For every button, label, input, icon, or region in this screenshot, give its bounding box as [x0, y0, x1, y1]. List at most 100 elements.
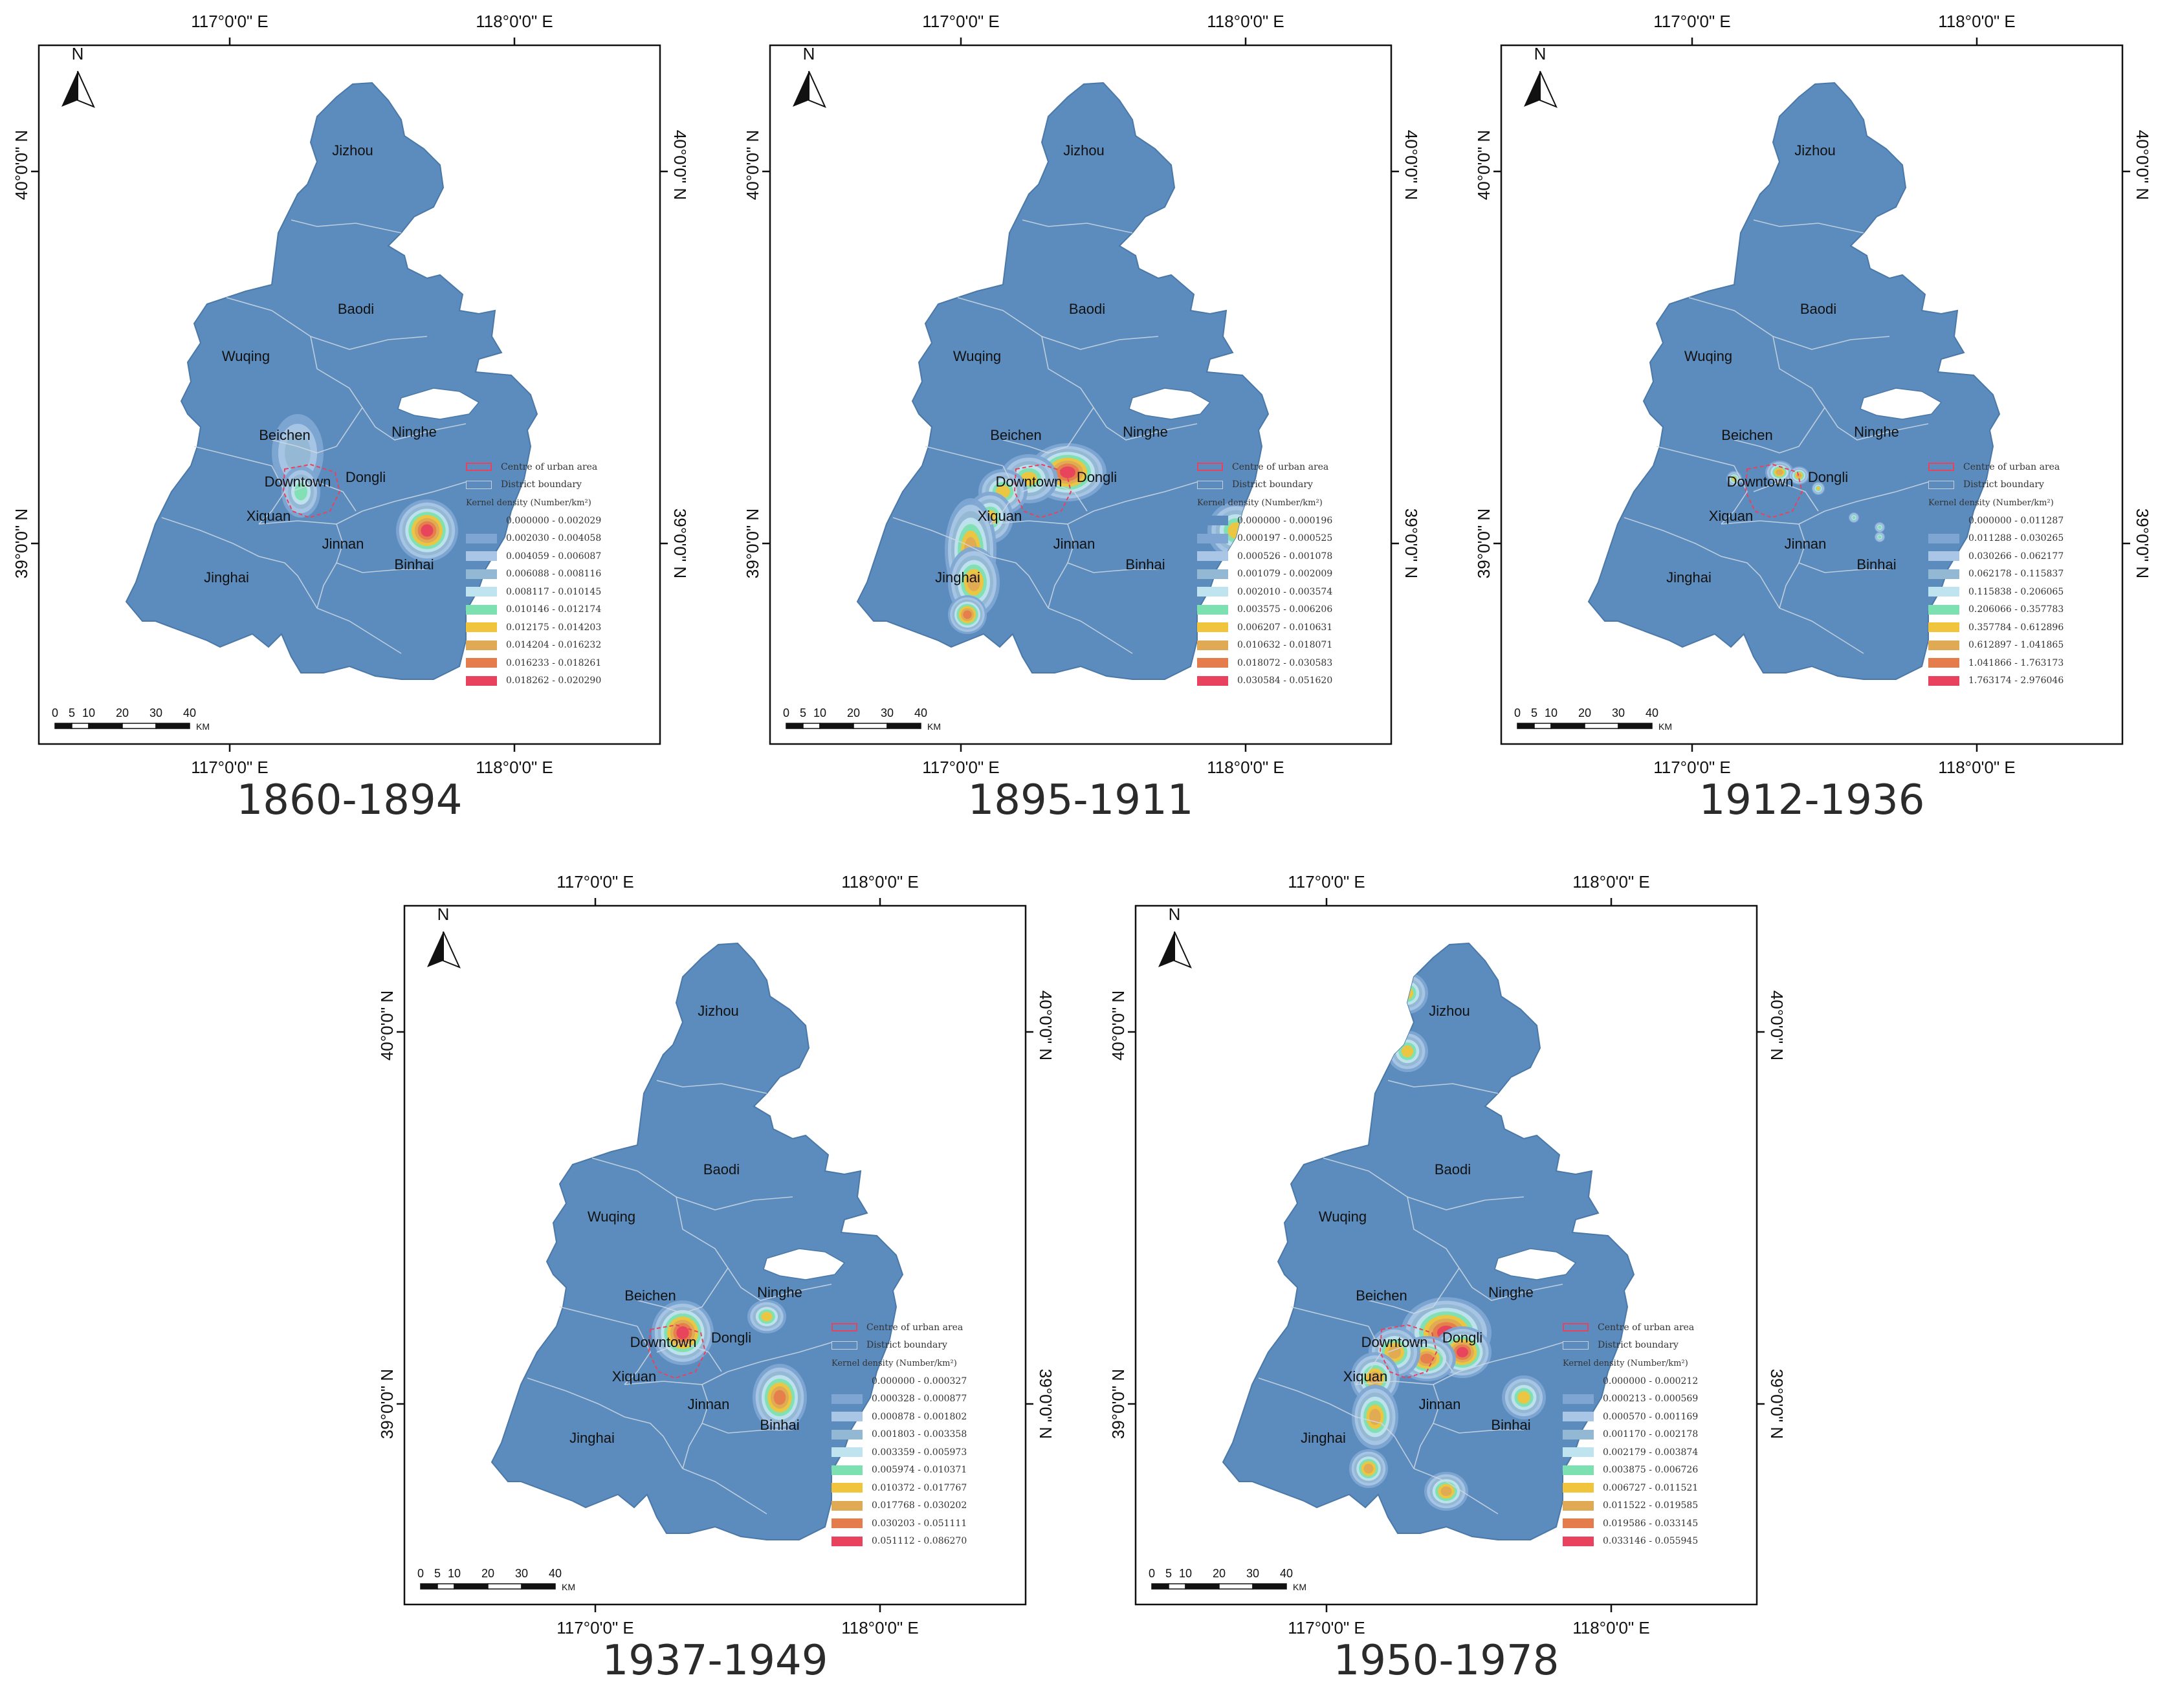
period-label: 1950-1978 — [1333, 1637, 1559, 1685]
legend-label: Centre of urban area — [1232, 461, 1329, 472]
legend-swatch — [1563, 1412, 1594, 1422]
legend-swatch — [1563, 1536, 1594, 1546]
legend-swatch — [1197, 658, 1228, 668]
north-arrow-icon — [61, 71, 95, 108]
latitude-label: 40°0'0" N — [379, 991, 397, 1060]
legend-swatch — [831, 1323, 857, 1332]
legend-label: 0.000526 - 0.001078 — [1237, 551, 1333, 562]
legend-swatch — [831, 1447, 863, 1458]
district-label: Jizhou — [1794, 142, 1836, 159]
legend-swatch — [831, 1376, 863, 1386]
density-hotspot — [421, 524, 434, 537]
legend-swatch — [1928, 569, 1959, 579]
latitude-label: 40°0'0" N — [1475, 130, 1493, 200]
latitude-label: 39°0'0" N — [1110, 1369, 1128, 1439]
legend-swatch — [831, 1483, 863, 1493]
legend-swatch — [831, 1341, 857, 1350]
latitude-label: 39°0'0" N — [744, 509, 762, 578]
legend-label: 0.000000 - 0.002029 — [506, 515, 602, 526]
legend-title: Kernel density (Number/km²) — [1563, 1358, 1688, 1368]
scale-tick-label: 20 — [1213, 1567, 1226, 1580]
longitude-label: 118°0'0" E — [1572, 872, 1650, 892]
density-hotspot — [1398, 984, 1416, 1002]
density-hotspot — [1420, 1353, 1433, 1364]
legend: Centre of urban area District boundary Ker… — [1563, 1319, 1770, 1550]
map-figure: 117°0'0" E 118°0'0" E 117°0'0" E 118°0'0" E… — [1475, 12, 2148, 776]
legend-swatch — [1928, 516, 1959, 526]
legend-label: 0.062178 - 0.115837 — [1968, 569, 2064, 580]
legend-label: 0.115838 - 0.206065 — [1968, 586, 2064, 597]
north-arrow-icon — [1524, 71, 1558, 108]
district-label: Jizhou — [1063, 142, 1105, 159]
district-label: Ninghe — [1123, 424, 1168, 440]
district-label: Baodi — [338, 301, 374, 317]
legend-label: 0.030203 - 0.051111 — [872, 1518, 967, 1529]
urban-centre-outline — [1745, 463, 1803, 519]
legend-label: 0.003359 - 0.005973 — [872, 1447, 967, 1458]
legend-swatch — [1197, 587, 1228, 597]
density-hotspot — [1440, 911, 1478, 939]
scale-tick-label: 10 — [1179, 1567, 1192, 1580]
legend-label: 0.612897 - 1.041865 — [1968, 640, 2064, 651]
legend-label: District boundary — [1963, 479, 2044, 490]
legend-swatch — [1563, 1500, 1594, 1511]
legend-swatch — [1563, 1323, 1589, 1332]
latitude-label: 40°0'0" N — [1402, 130, 1417, 200]
latitude-label: 39°0'0" N — [670, 509, 686, 578]
legend-label: 0.014204 - 0.016232 — [506, 640, 602, 651]
scale-bar — [786, 723, 921, 729]
district-label: Baodi — [1800, 301, 1836, 317]
district-label: Xiquan — [247, 508, 291, 524]
legend-label: 0.008117 - 0.010145 — [506, 586, 602, 597]
scale-tick-label: 40 — [1646, 706, 1658, 719]
scale-tick-label: 0 — [1514, 706, 1521, 719]
scale-tick-label: 5 — [434, 1567, 441, 1580]
district-label: Downtown — [1727, 474, 1794, 490]
period-label: 1937-1949 — [602, 1637, 828, 1685]
map-panel: 117°0'0" E 118°0'0" E 117°0'0" E 118°0'0" E… — [1110, 860, 1783, 1685]
legend-label: District boundary — [501, 479, 582, 490]
legend-label: 0.030266 - 0.062177 — [1968, 551, 2064, 562]
legend-swatch — [1928, 640, 1959, 650]
legend-swatch — [466, 604, 497, 615]
density-hotspot — [1457, 1347, 1468, 1357]
legend-label: 0.012175 - 0.014203 — [506, 622, 602, 633]
map-panel: 117°0'0" E 118°0'0" E 117°0'0" E 118°0'0" E… — [1475, 0, 2148, 824]
scale-tick-label: 30 — [149, 706, 162, 719]
north-label: N — [437, 904, 450, 924]
district-label: Ninghe — [391, 424, 437, 440]
density-hotspot — [1401, 1045, 1414, 1058]
north-arrow-icon — [1158, 931, 1192, 969]
scale-tick-label: 10 — [448, 1567, 461, 1580]
legend-label: 0.006207 - 0.010631 — [1237, 622, 1333, 633]
scale-tick-label: 0 — [417, 1567, 424, 1580]
legend-label: Centre of urban area — [1598, 1322, 1695, 1333]
density-hotspot — [1878, 525, 1882, 529]
legend-label: 0.019586 - 0.033145 — [1603, 1518, 1699, 1529]
legend-swatch — [466, 516, 497, 526]
legend-title: Kernel density (Number/km²) — [831, 1358, 957, 1368]
district-label: Wuqing — [1319, 1209, 1367, 1225]
north-label: N — [72, 44, 84, 63]
scale-tick-label: 30 — [1246, 1567, 1259, 1580]
scale-tick-label: 40 — [914, 706, 927, 719]
legend-swatch — [1928, 463, 1954, 472]
scale-unit-label: KM — [196, 721, 210, 732]
legend-label: 0.010372 - 0.017767 — [872, 1482, 967, 1493]
district-label: Beichen — [1356, 1287, 1407, 1304]
district-label: Baodi — [703, 1161, 740, 1177]
legend-swatch — [1197, 604, 1228, 615]
legend-label: 0.051112 - 0.086270 — [872, 1536, 967, 1547]
north-label: N — [1534, 44, 1547, 63]
density-hotspot — [1446, 915, 1473, 935]
district-label: Xiquan — [612, 1368, 657, 1385]
district-label: Baodi — [1069, 301, 1105, 317]
longitude-label: 117°0'0" E — [191, 758, 269, 776]
density-hotspot — [676, 1326, 689, 1339]
legend-swatch — [1563, 1465, 1594, 1475]
density-hotspot — [1060, 466, 1075, 478]
legend-label: Centre of urban area — [866, 1322, 963, 1333]
density-hotspot — [773, 1390, 786, 1405]
scale-tick-label: 5 — [69, 706, 75, 719]
legend-swatch — [1197, 480, 1223, 489]
